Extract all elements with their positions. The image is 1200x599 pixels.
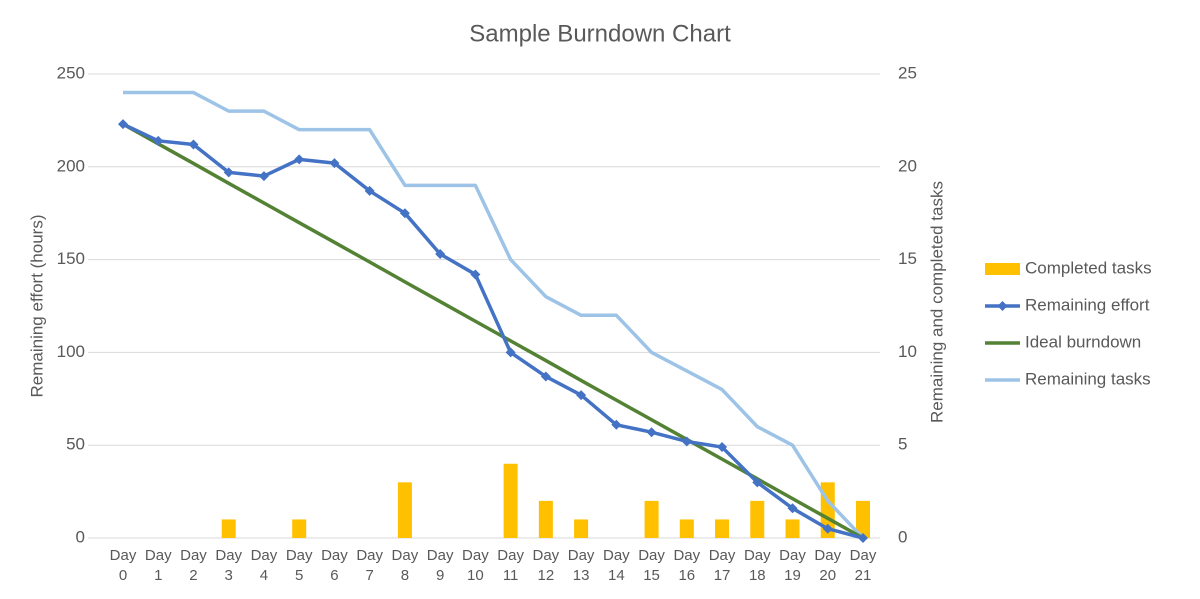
x-tick-label: Day 0 [110, 547, 137, 584]
x-tick-label: Day 4 [251, 547, 278, 584]
bar [644, 500, 659, 538]
chart-title: Sample Burndown Chart [469, 20, 731, 47]
bar [715, 519, 730, 538]
line [122, 122, 864, 540]
x-tick-label: Day 10 [462, 547, 489, 584]
marker [576, 390, 587, 401]
y2-tick-label: 10 [898, 342, 917, 361]
x-tick-label: Day 11 [497, 547, 524, 584]
legend-label: Remaining tasks [1025, 369, 1151, 388]
x-tick-label: Day 6 [321, 547, 348, 584]
y2-tick-label: 15 [898, 249, 917, 268]
x-tick-label: Day 2 [180, 547, 207, 584]
x-tick-label: Day 9 [427, 547, 454, 584]
y-tick-label: 0 [76, 527, 85, 546]
x-tick-label: Day 18 [744, 547, 771, 584]
bar [292, 519, 307, 538]
y2-tick-label: 5 [898, 435, 907, 454]
y2-axis-label: Remaining and completed tasks [927, 181, 946, 423]
marker [681, 436, 692, 447]
y2-tick-label: 20 [898, 156, 917, 175]
x-tick-label: Day 1 [145, 547, 172, 584]
marker [329, 158, 340, 169]
marker [717, 442, 728, 453]
x-tick-label: Day 13 [568, 547, 595, 584]
bar [538, 500, 553, 538]
y-tick-label: 250 [57, 63, 85, 82]
bar [221, 519, 236, 538]
x-tick-label: Day 7 [356, 547, 383, 584]
x-tick-label: Day 8 [392, 547, 419, 584]
marker [646, 427, 657, 438]
marker [294, 154, 305, 165]
marker [470, 269, 481, 280]
x-tick-label: Day 17 [709, 547, 736, 584]
marker [787, 503, 798, 514]
y-tick-label: 100 [57, 342, 85, 361]
legend-marker [997, 301, 1008, 311]
marker [435, 249, 446, 260]
marker [505, 347, 516, 358]
x-tick-label: Day 14 [603, 547, 630, 584]
bar [397, 482, 412, 538]
x-tick-label: Day 21 [850, 547, 877, 584]
y-tick-label: 150 [57, 249, 85, 268]
marker [858, 533, 868, 543]
y-axis-label: Remaining effort (hours) [27, 215, 46, 398]
bar [574, 519, 589, 538]
bar [856, 500, 870, 538]
bar [503, 463, 518, 538]
x-tick-label: Day 12 [533, 547, 560, 584]
marker [188, 139, 199, 150]
x-tick-label: Day 15 [638, 547, 665, 584]
y-tick-label: 50 [66, 435, 85, 454]
legend-label: Ideal burndown [1025, 332, 1141, 351]
marker [153, 135, 164, 146]
marker [399, 208, 410, 219]
marker [540, 371, 551, 382]
legend-label: Completed tasks [1025, 258, 1152, 277]
x-tick-label: Day 16 [673, 547, 700, 584]
marker [822, 523, 833, 534]
line [122, 122, 864, 540]
bar [679, 519, 694, 538]
legend-swatch [985, 263, 1020, 275]
marker [118, 119, 128, 130]
legend-label: Remaining effort [1025, 295, 1150, 314]
bar [750, 500, 765, 538]
marker [223, 167, 234, 178]
x-tick-label: Day 5 [286, 547, 313, 584]
x-tick-label: Day 19 [779, 547, 806, 584]
x-tick-label: Day 20 [814, 547, 841, 584]
marker [611, 419, 622, 430]
y-tick-label: 200 [57, 156, 85, 175]
y2-tick-label: 25 [898, 63, 917, 82]
marker [752, 477, 763, 488]
x-tick-label: Day 3 [215, 547, 242, 584]
line [123, 90, 865, 540]
y2-tick-label: 0 [898, 527, 907, 546]
marker [258, 171, 269, 182]
bar [785, 519, 800, 538]
marker [364, 185, 375, 196]
